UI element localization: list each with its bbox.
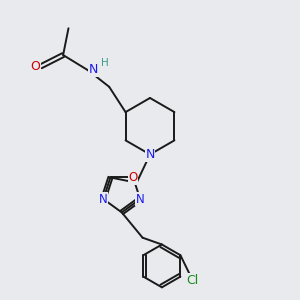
Text: N: N	[145, 148, 155, 161]
Text: O: O	[128, 171, 138, 184]
Text: Cl: Cl	[186, 274, 198, 287]
Text: N: N	[136, 193, 145, 206]
Text: N: N	[99, 193, 108, 206]
Text: O: O	[31, 60, 40, 73]
Text: N: N	[89, 63, 98, 76]
Text: H: H	[101, 58, 109, 68]
